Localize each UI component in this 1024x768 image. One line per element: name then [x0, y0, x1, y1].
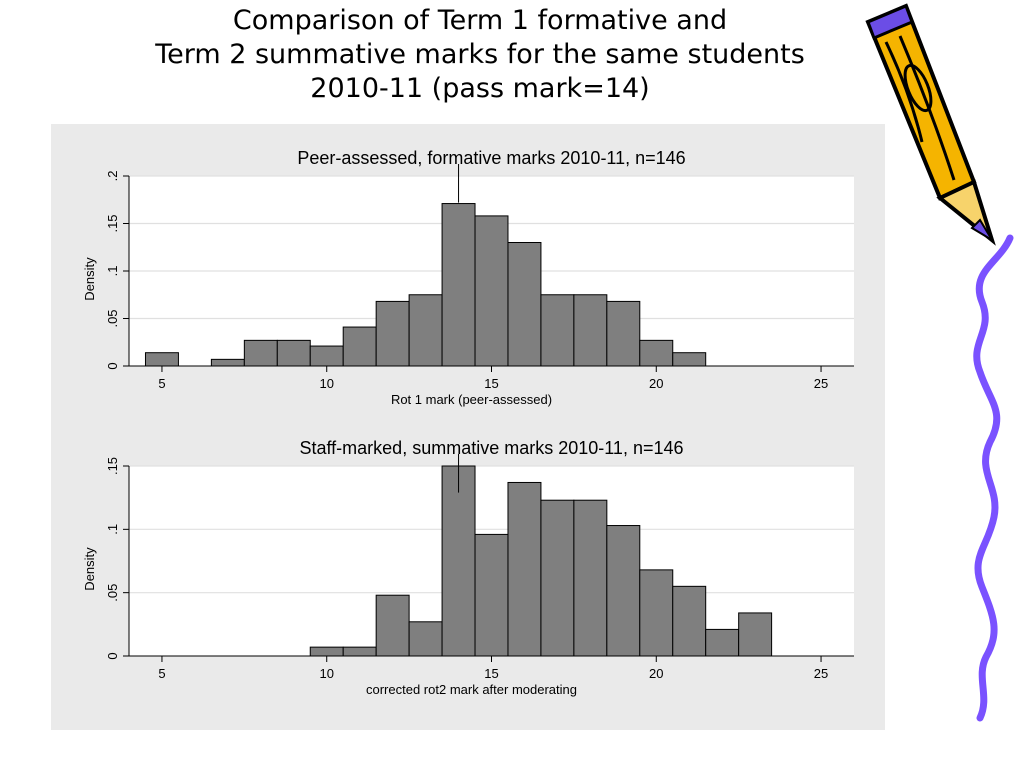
- pencil-icon: [865, 3, 996, 246]
- y-axis-label: Density: [82, 547, 97, 591]
- histogram-bar: [474, 533, 509, 657]
- histogram-bar: [573, 294, 608, 367]
- histogram-bar: [441, 203, 476, 367]
- histogram-bar: [540, 499, 575, 657]
- x-tick-label: 5: [158, 376, 165, 391]
- histogram-bar: [441, 465, 476, 657]
- histogram-bar: [309, 345, 344, 367]
- histogram-bar: [507, 481, 542, 657]
- histogram-bar: [342, 646, 377, 657]
- x-tick-label: 25: [814, 666, 828, 681]
- chart-panel: Peer-assessed, formative marks 2010-11, …: [51, 124, 885, 730]
- x-tick-label: 20: [649, 666, 663, 681]
- chart-title: Peer-assessed, formative marks 2010-11, …: [297, 148, 685, 168]
- y-tick-label: .15: [105, 457, 120, 475]
- x-tick-label: 5: [158, 666, 165, 681]
- title-line-3: 2010-11 (pass mark=14): [310, 73, 650, 104]
- x-tick-label: 25: [814, 376, 828, 391]
- histogram-bar: [375, 594, 410, 657]
- histogram-bar: [639, 339, 674, 367]
- y-tick-label: .05: [105, 584, 120, 602]
- y-tick-label: .1: [105, 266, 120, 277]
- title-line-1: Comparison of Term 1 formative and: [232, 5, 728, 36]
- x-axis-label: corrected rot2 mark after moderating: [366, 682, 577, 697]
- histogram-bar: [507, 242, 542, 367]
- y-tick-label: 0: [105, 652, 120, 659]
- histogram-bar: [210, 358, 245, 367]
- histogram-bar: [540, 294, 575, 367]
- x-tick-label: 15: [484, 376, 498, 391]
- histogram-bar: [606, 300, 641, 367]
- histogram-bar: [573, 499, 608, 657]
- histogram-bar: [375, 300, 410, 367]
- y-tick-label: 0: [105, 362, 120, 369]
- histogram-bar: [276, 339, 311, 367]
- slide-title: Comparison of Term 1 formative and Term …: [40, 4, 920, 106]
- y-axis-label: Density: [82, 257, 97, 301]
- x-axis-label: Rot 1 mark (peer-assessed): [391, 392, 552, 407]
- histogram-bar: [672, 352, 707, 367]
- histogram-bar: [606, 525, 641, 657]
- histograms-svg: Peer-assessed, formative marks 2010-11, …: [82, 148, 854, 697]
- histogram-bar: [408, 621, 443, 657]
- histogram-bar: [408, 294, 443, 367]
- x-tick-label: 10: [319, 666, 333, 681]
- y-tick-label: .05: [105, 309, 120, 327]
- x-tick-label: 15: [484, 666, 498, 681]
- histogram-bar: [672, 585, 707, 657]
- y-tick-label: .2: [105, 171, 120, 182]
- histogram-bar: [342, 326, 377, 367]
- y-tick-label: .15: [105, 214, 120, 232]
- y-tick-label: .1: [105, 524, 120, 535]
- x-tick-label: 20: [649, 376, 663, 391]
- histogram-bar: [144, 352, 179, 367]
- x-tick-label: 10: [319, 376, 333, 391]
- histogram-bar: [309, 646, 344, 657]
- histogram-bar: [705, 628, 740, 657]
- histogram-bar: [738, 612, 773, 657]
- squiggle-line: [973, 234, 1014, 722]
- histogram-bar: [243, 339, 278, 367]
- title-line-2: Term 2 summative marks for the same stud…: [155, 39, 805, 70]
- histogram-bar: [639, 569, 674, 657]
- chart-title: Staff-marked, summative marks 2010-11, n…: [299, 438, 683, 458]
- histogram-bar: [474, 215, 509, 367]
